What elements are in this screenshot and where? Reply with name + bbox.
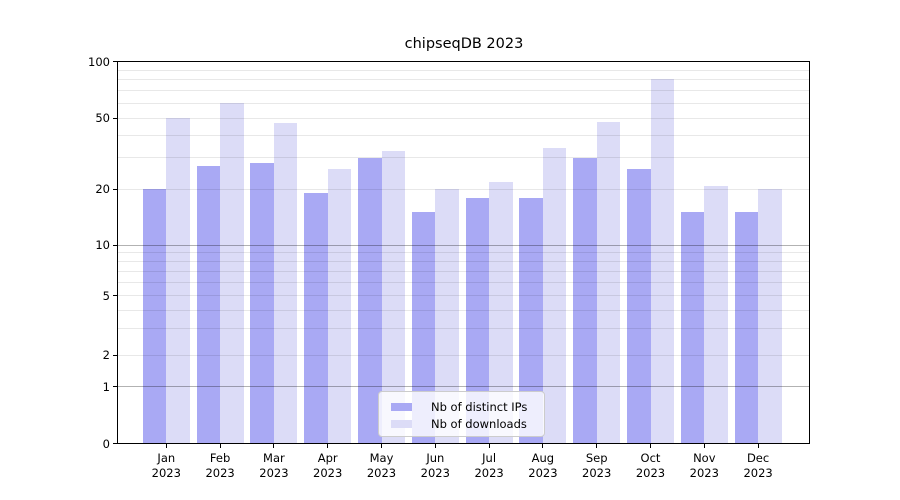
y-tick-label-100: 100 bbox=[88, 54, 110, 69]
x-tick-label-dec: Dec 2023 bbox=[743, 451, 773, 480]
y-tick-label-10: 10 bbox=[95, 238, 110, 252]
x-tick-apr bbox=[327, 444, 329, 448]
x-tick-label-jul: Jul 2023 bbox=[474, 451, 504, 480]
x-tick-jun bbox=[434, 444, 436, 448]
x-tick-jan bbox=[165, 444, 167, 448]
x-tick-label-apr: Apr 2023 bbox=[313, 451, 343, 480]
legend-item-downloads: Nb of downloads bbox=[391, 415, 544, 432]
x-tick-label-jun: Jun 2023 bbox=[420, 451, 450, 480]
y-tick-label-5: 5 bbox=[102, 288, 110, 303]
x-tick-label-oct: Oct 2023 bbox=[635, 451, 666, 480]
x-tick-label-nov: Nov 2023 bbox=[689, 451, 719, 480]
y-tick-label-50: 50 bbox=[95, 111, 110, 126]
legend: Nb of distinct IPs Nb of downloads bbox=[378, 391, 545, 437]
x-tick-aug bbox=[542, 444, 544, 448]
x-tick-label-jan: Jan 2023 bbox=[151, 451, 181, 480]
legend-swatch-downloads bbox=[391, 419, 412, 428]
x-tick-oct bbox=[650, 444, 651, 448]
y-tick-label-1: 1 bbox=[102, 379, 110, 394]
y-tick-label-2: 2 bbox=[102, 348, 110, 362]
y-tick-label-0: 0 bbox=[102, 436, 110, 451]
x-tick-may bbox=[381, 444, 382, 448]
legend-item-distinct-ips: Nb of distinct IPs bbox=[391, 398, 544, 415]
x-tick-label-may: May 2023 bbox=[366, 451, 397, 480]
x-tick-label-mar: Mar 2023 bbox=[259, 451, 289, 480]
x-tick-feb bbox=[219, 444, 221, 448]
x-tick-sep bbox=[596, 444, 598, 448]
chart-title: chipseqDB 2023 bbox=[404, 36, 524, 52]
x-tick-nov bbox=[703, 444, 705, 448]
x-tick-label-sep: Sep 2023 bbox=[582, 451, 612, 480]
plot-area bbox=[117, 61, 810, 444]
legend-label-distinct-ips: Nb of distinct IPs bbox=[431, 399, 528, 414]
x-tick-label-feb: Feb 2023 bbox=[205, 451, 235, 480]
x-tick-label-aug: Aug 2023 bbox=[528, 451, 558, 480]
legend-label-downloads: Nb of downloads bbox=[431, 416, 527, 431]
legend-swatch-distinct-ips bbox=[391, 402, 412, 411]
x-tick-jul bbox=[488, 444, 490, 448]
y-tick-label-20: 20 bbox=[95, 182, 110, 197]
x-tick-dec bbox=[757, 444, 759, 448]
x-tick-mar bbox=[273, 444, 275, 448]
